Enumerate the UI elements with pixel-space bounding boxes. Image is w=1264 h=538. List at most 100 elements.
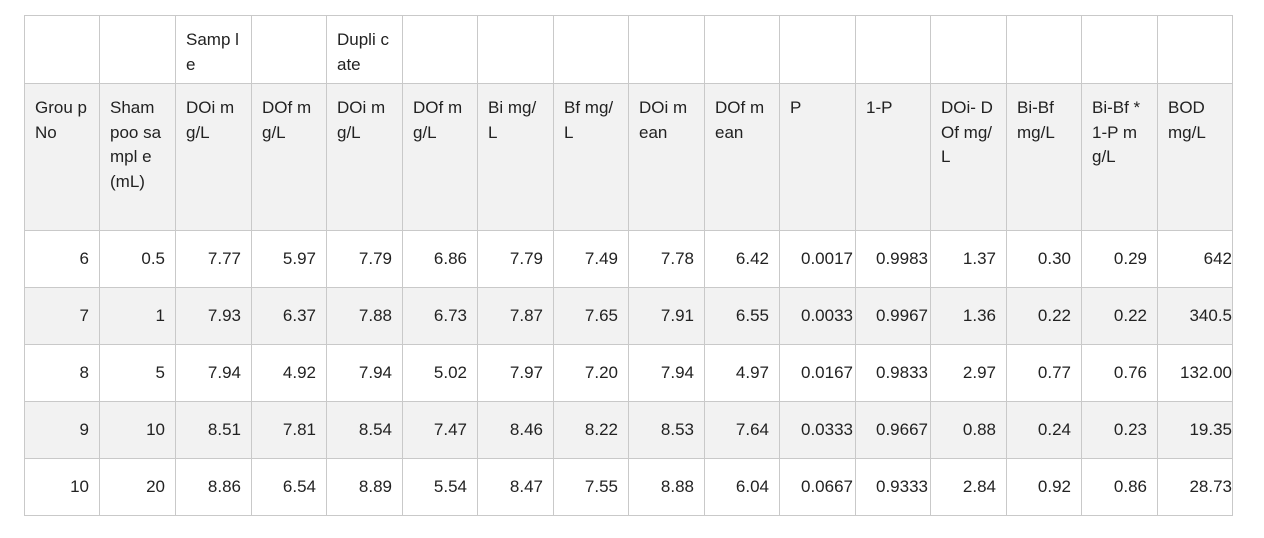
- group-header-cell: [251, 15, 327, 84]
- table-cell: 7.94: [175, 344, 252, 402]
- table-cell: 0.9333: [855, 458, 931, 516]
- column-header: Bi-Bf mg/L: [1006, 83, 1082, 231]
- table-cell: 0.92: [1006, 458, 1082, 516]
- table-cell: 10: [99, 401, 176, 459]
- data-table: Samp le Dupli cate Grou p No Sham poo sampl…: [24, 15, 1233, 516]
- table-cell: 7.64: [704, 401, 780, 459]
- column-header: Bi mg/L: [477, 83, 554, 231]
- table-cell: 7.97: [477, 344, 554, 402]
- table-cell: 0.0333: [779, 401, 856, 459]
- table-cell: 19.35: [1157, 401, 1233, 459]
- table-cell: 0.22: [1081, 287, 1158, 345]
- table-cell: 6.04: [704, 458, 780, 516]
- table-cell: 5.97: [251, 230, 327, 288]
- table-cell: 0.0017: [779, 230, 856, 288]
- table-cell: 6.73: [402, 287, 478, 345]
- table-cell: 8.88: [628, 458, 705, 516]
- table-cell: 7.88: [326, 287, 403, 345]
- group-header-cell: [930, 15, 1007, 84]
- table-cell: 8.89: [326, 458, 403, 516]
- group-header-cell: [704, 15, 780, 84]
- table-cell: 6.37: [251, 287, 327, 345]
- table-cell: 6.55: [704, 287, 780, 345]
- group-header-cell: [24, 15, 100, 84]
- table-cell: 0.9667: [855, 401, 931, 459]
- column-header: DOf mean: [704, 83, 780, 231]
- table-cell: 7.79: [477, 230, 554, 288]
- table-cell: 4.97: [704, 344, 780, 402]
- table-cell: 1: [99, 287, 176, 345]
- group-header-cell: Dupli cate: [326, 15, 403, 84]
- table-cell: 0.23: [1081, 401, 1158, 459]
- table-cell: 7.20: [553, 344, 629, 402]
- table-cell: 7.94: [628, 344, 705, 402]
- table-cell: 8.86: [175, 458, 252, 516]
- table-cell: 7.87: [477, 287, 554, 345]
- table-cell: 1.37: [930, 230, 1007, 288]
- table-cell: 7.47: [402, 401, 478, 459]
- group-header-cell: [402, 15, 478, 84]
- table-cell: 2.97: [930, 344, 1007, 402]
- table-cell: 6: [24, 230, 100, 288]
- table-cell: 7.81: [251, 401, 327, 459]
- group-header-cell: [99, 15, 176, 84]
- table-row: 9 10 8.51 7.81 8.54 7.47 8.46 8.22 8.53 7.64 0.033…: [24, 401, 1233, 459]
- group-header-cell: [477, 15, 554, 84]
- table-cell: 5.54: [402, 458, 478, 516]
- table-cell: 0.9833: [855, 344, 931, 402]
- table-cell: 1.36: [930, 287, 1007, 345]
- column-header: DOf mg/L: [251, 83, 327, 231]
- table-cell: 8.47: [477, 458, 554, 516]
- table-cell: 4.92: [251, 344, 327, 402]
- table-cell: 0.9967: [855, 287, 931, 345]
- table-cell: 0.5: [99, 230, 176, 288]
- column-header: Bf mg/L: [553, 83, 629, 231]
- table-cell: 0.86: [1081, 458, 1158, 516]
- table-cell: 0.0033: [779, 287, 856, 345]
- column-header: DOi mg/L: [175, 83, 252, 231]
- table-cell: 7.77: [175, 230, 252, 288]
- column-header: BOD mg/L: [1157, 83, 1233, 231]
- group-header-row: Samp le Dupli cate: [24, 15, 1233, 84]
- table-cell: 7: [24, 287, 100, 345]
- table-cell: 132.00: [1157, 344, 1233, 402]
- table-cell: 6.86: [402, 230, 478, 288]
- table-cell: 8.53: [628, 401, 705, 459]
- table-cell: 0.9983: [855, 230, 931, 288]
- table-cell: 9: [24, 401, 100, 459]
- group-header-cell: [628, 15, 705, 84]
- table-cell: 0.77: [1006, 344, 1082, 402]
- table-cell: 7.94: [326, 344, 403, 402]
- column-header: DOf mg/L: [402, 83, 478, 231]
- column-header: DOi- DOf mg/L: [930, 83, 1007, 231]
- table-cell: 28.73: [1157, 458, 1233, 516]
- table-cell: 0.0667: [779, 458, 856, 516]
- table-row: 7 1 7.93 6.37 7.88 6.73 7.87 7.65 7.91 6.55 0.0033…: [24, 287, 1233, 345]
- column-header: Bi-Bf *1-P mg/L: [1081, 83, 1158, 231]
- table-cell: 0.88: [930, 401, 1007, 459]
- table-cell: 7.93: [175, 287, 252, 345]
- table-cell: 2.84: [930, 458, 1007, 516]
- table-cell: 7.65: [553, 287, 629, 345]
- table-cell: 0.0167: [779, 344, 856, 402]
- group-header-cell: [1081, 15, 1158, 84]
- table-cell: 0.22: [1006, 287, 1082, 345]
- group-header-cell: [553, 15, 629, 84]
- table-row: 6 0.5 7.77 5.97 7.79 6.86 7.79 7.49 7.78 6.42 0.00…: [24, 230, 1233, 288]
- table-cell: 7.91: [628, 287, 705, 345]
- table-cell: 7.55: [553, 458, 629, 516]
- table-cell: 8.22: [553, 401, 629, 459]
- table-cell: 8: [24, 344, 100, 402]
- table-row: 10 20 8.86 6.54 8.89 5.54 8.47 7.55 8.88 6.04 0.06…: [24, 458, 1233, 516]
- table-cell: 20: [99, 458, 176, 516]
- table-cell: 340.5: [1157, 287, 1233, 345]
- column-header: DOi mg/L: [326, 83, 403, 231]
- column-header: Sham poo sampl e (mL): [99, 83, 176, 231]
- table-cell: 7.49: [553, 230, 629, 288]
- group-header-cell: [1157, 15, 1233, 84]
- table-cell: 0.24: [1006, 401, 1082, 459]
- table-cell: 642: [1157, 230, 1233, 288]
- group-header-cell: Samp le: [175, 15, 252, 84]
- table-cell: 8.51: [175, 401, 252, 459]
- table-cell: 0.29: [1081, 230, 1158, 288]
